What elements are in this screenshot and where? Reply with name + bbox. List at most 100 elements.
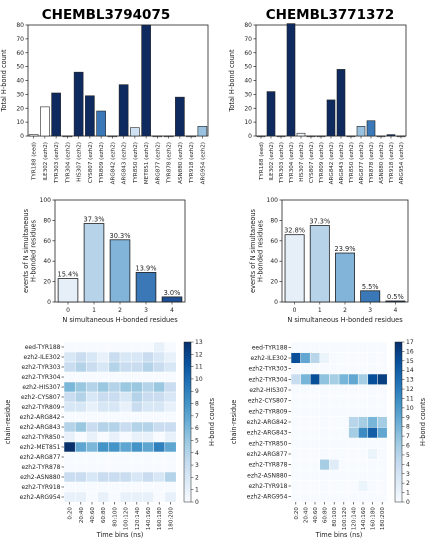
- bar-data-label: 0.5%: [387, 293, 404, 301]
- colorbar-segment: [395, 390, 402, 393]
- bar: [360, 290, 381, 303]
- x-tick-label: CYS807 (ezh2): [309, 142, 315, 183]
- y-axis-label: chain-residue: [230, 400, 238, 445]
- y-tick-label: ezh2-MET851: [20, 444, 61, 451]
- bar: [51, 92, 61, 137]
- bar-data-label: 15.4%: [58, 271, 79, 279]
- heatmap-cell: [319, 352, 330, 364]
- heatmap-cell: [319, 416, 330, 428]
- heatmap-cell: [153, 431, 166, 443]
- colorbar-segment: [395, 350, 402, 353]
- x-tick-label: ARG954 (ezh2): [399, 142, 405, 184]
- bar-data-label: 32.8%: [284, 227, 305, 235]
- colorbar-segment: [395, 347, 402, 351]
- colorbar-segment: [395, 342, 402, 345]
- colorbar-segment: [184, 430, 191, 433]
- bar: [296, 132, 306, 137]
- heatmap-cell: [108, 351, 121, 363]
- heatmap-cell: [142, 441, 155, 453]
- colorbar-tick-label: 13: [406, 377, 414, 384]
- heatmap-cell: [357, 448, 369, 460]
- colorbar-segment: [395, 395, 402, 399]
- colorbar-segment: [395, 371, 402, 375]
- bar-data-label: 3.0%: [164, 289, 181, 297]
- y-tick-label: 60: [244, 50, 252, 57]
- heatmap-cell: [164, 451, 177, 463]
- heatmap-cell: [86, 341, 99, 353]
- heatmap-cell: [290, 459, 302, 471]
- colorbar-segment: [184, 406, 191, 409]
- bar-data-label: 30.3%: [110, 232, 131, 240]
- x-tick-label: 60:80: [323, 507, 329, 524]
- heatmap-cell: [119, 401, 132, 413]
- heatmap-cell: [153, 471, 166, 483]
- colorbar-segment: [184, 499, 191, 503]
- heatmap-cell: [367, 352, 378, 364]
- colorbar-segment: [184, 424, 191, 428]
- colorbar-tick-label: 9: [406, 414, 410, 421]
- x-tick-label: ARG877 (ezh2): [155, 142, 161, 184]
- heatmap-cell: [97, 421, 110, 433]
- colorbar-segment: [395, 491, 402, 495]
- heatmap-cell: [357, 416, 369, 428]
- colorbar-segment: [184, 419, 191, 423]
- heatmap-cell: [319, 480, 330, 492]
- heatmap-cell: [153, 371, 166, 383]
- heatmap-cell: [319, 405, 330, 418]
- heatmap-cell: [348, 448, 359, 460]
- heatmap-cell: [338, 373, 350, 386]
- heatmap-cell: [86, 351, 99, 363]
- y-tick-label: 80: [270, 217, 278, 224]
- heatmap-cell: [309, 363, 321, 375]
- heatmap-cell: [367, 480, 378, 492]
- heatmap-cell: [119, 451, 132, 463]
- heatmap-cell: [300, 363, 311, 375]
- colorbar-segment: [395, 438, 402, 441]
- heatmap-cell: [377, 480, 388, 492]
- heatmap-cell: [164, 391, 177, 403]
- y-tick-label: ezh2-HIS307: [22, 384, 60, 391]
- heatmap-cell: [290, 363, 302, 375]
- colorbar-segment: [184, 408, 191, 412]
- colorbar-segment: [395, 432, 402, 436]
- heatmap-cell: [119, 491, 132, 503]
- heatmap-cell: [338, 480, 350, 492]
- heatmap-cell: [119, 411, 132, 423]
- heatmap-cell: [119, 441, 132, 453]
- heatmap-cell: [74, 341, 87, 353]
- colorbar-segment: [184, 374, 191, 377]
- colorbar-segment: [395, 443, 402, 447]
- heatmap-cell: [130, 391, 143, 403]
- x-tick-label: TYR850 (ezh2): [133, 142, 139, 184]
- heatmap-cell: [367, 416, 378, 428]
- bar: [366, 120, 376, 137]
- heatmap-cell: [290, 480, 302, 492]
- heatmap-cell: [108, 421, 121, 433]
- heatmap-cell: [300, 341, 311, 354]
- heatmap-cell: [164, 461, 177, 473]
- colorbar-tick-label: 7: [195, 413, 199, 420]
- heatmap-cell: [97, 431, 110, 443]
- y-tick-label: ezh2-TYR850: [248, 440, 287, 447]
- x-tick-label: 40:60: [313, 507, 319, 524]
- heatmap-cell: [164, 421, 177, 433]
- colorbar-segment: [395, 440, 402, 444]
- y-tick-label: 100: [267, 197, 279, 204]
- heatmap-cell: [74, 361, 87, 373]
- heatmap-cell: [164, 411, 177, 423]
- heatmap-cell: [63, 451, 76, 463]
- heatmap-cell: [108, 361, 121, 373]
- y-tick-label: 0: [274, 299, 278, 306]
- heatmap-cell: [86, 421, 99, 433]
- heatmap-cell: [119, 361, 132, 373]
- colorbar-segment: [184, 438, 191, 441]
- heatmap-cell: [367, 459, 378, 471]
- heatmap-cell: [377, 352, 388, 364]
- heatmap-cell: [86, 361, 99, 373]
- y-tick-label: 40: [270, 258, 278, 265]
- colorbar-segment: [395, 358, 402, 361]
- x-tick-label: ARG954 (ezh2): [200, 142, 206, 184]
- heatmap-cell: [290, 352, 302, 364]
- heatmap-cell: [348, 469, 359, 482]
